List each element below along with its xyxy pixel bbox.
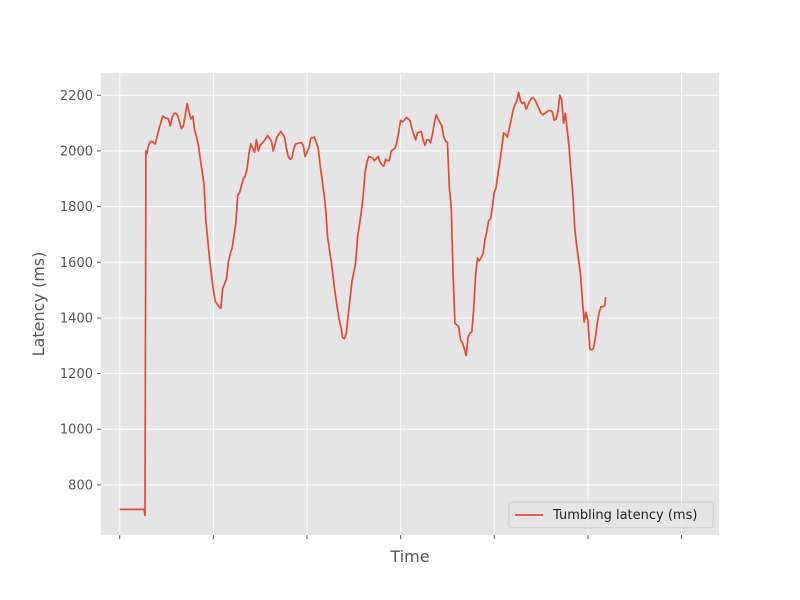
legend: Tumbling latency (ms) (508, 501, 714, 529)
y-tick-label: 2200 (60, 89, 93, 104)
legend-box (508, 501, 714, 529)
x-axis-label: Time (389, 547, 429, 566)
y-tick-label: 1200 (60, 367, 93, 382)
y-tick-label: 1400 (60, 311, 93, 326)
legend-label: Tumbling latency (ms) (552, 508, 697, 523)
y-tick-label: 800 (68, 478, 93, 493)
y-tick-label: 2000 (60, 144, 93, 159)
plot-area (101, 73, 719, 535)
grid-lines (101, 73, 719, 535)
y-tick-label: 1600 (60, 256, 93, 271)
axis-ticks: 800 1000 1200 1400 1600 1800 2000 2200 (60, 89, 683, 539)
y-axis-label: Latency (ms) (29, 252, 48, 357)
series-group (119, 91, 607, 517)
y-tick-label: 1800 (60, 200, 93, 215)
series-line (119, 91, 607, 517)
y-tick-label: 1000 (60, 423, 93, 438)
